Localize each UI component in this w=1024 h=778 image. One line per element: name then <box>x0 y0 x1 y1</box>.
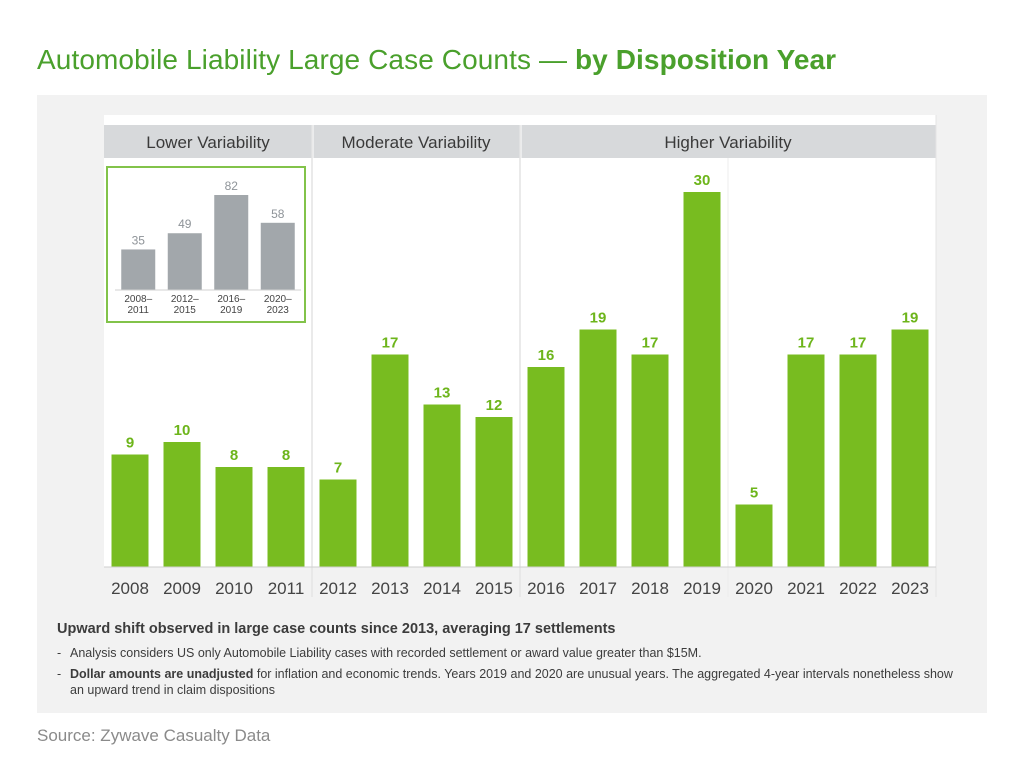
x-tick-label: 2013 <box>371 579 409 598</box>
inset-bar <box>121 249 156 290</box>
bar-value-label: 19 <box>590 310 607 327</box>
inset-bar-value-label: 49 <box>178 217 192 231</box>
x-tick-label: 2012 <box>319 579 357 598</box>
inset-frame <box>106 166 306 323</box>
inset-tick-label: 2012– <box>171 294 199 305</box>
bar-2009 <box>163 442 201 567</box>
bar-2023 <box>891 329 929 567</box>
bar-value-label: 7 <box>334 460 342 477</box>
bar-2015 <box>475 417 513 567</box>
bar-2010 <box>215 467 253 567</box>
inset-bar-value-label: 35 <box>132 233 146 247</box>
bar-value-label: 12 <box>486 397 503 414</box>
bar-value-label: 5 <box>750 485 758 502</box>
bar-2018 <box>631 354 669 567</box>
x-tick-label: 2016 <box>527 579 565 598</box>
source-note: Source: Zywave Casualty Data <box>37 726 271 745</box>
inset-bar <box>214 195 249 290</box>
notes-headline: Upward shift observed in large case coun… <box>57 621 616 637</box>
bar-value-label: 17 <box>382 335 399 352</box>
x-tick-label: 2014 <box>423 579 461 598</box>
bar-value-label: 8 <box>230 447 238 464</box>
group-header-band <box>521 125 936 158</box>
page-title: Automobile Liability Large Case Counts —… <box>37 44 836 76</box>
bar-value-label: 30 <box>694 172 711 189</box>
inset-tick-label: 2019 <box>220 305 243 316</box>
bar-2016 <box>527 367 565 567</box>
x-tick-label: 2020 <box>735 579 773 598</box>
note-bullet-2: - Dollar amounts are unadjusted for infla… <box>57 666 957 698</box>
note-bold: Dollar amounts are unadjusted <box>70 667 254 681</box>
x-tick-label: 2022 <box>839 579 877 598</box>
bar-2011 <box>267 467 305 567</box>
bar-value-label: 10 <box>174 422 191 439</box>
inset-tick-label: 2015 <box>174 305 197 316</box>
inset-tick-label: 2016– <box>217 294 245 305</box>
inset-tick-label: 2020– <box>264 294 292 305</box>
note-bullet-1: - Analysis considers US only Automobile L… <box>57 645 957 661</box>
inset-bar <box>167 233 202 290</box>
title-main: Automobile Liability Large Case Counts — <box>37 44 575 75</box>
x-tick-label: 2019 <box>683 579 721 598</box>
bar-value-label: 9 <box>126 435 134 452</box>
bullet-dash: - <box>57 667 62 681</box>
inset-tick-label: 2008– <box>124 294 152 305</box>
inset-bar-value-label: 82 <box>225 179 239 193</box>
group-header-label: Moderate Variability <box>342 133 491 152</box>
bar-value-label: 17 <box>642 335 659 352</box>
bar-value-label: 19 <box>902 310 919 327</box>
group-header-band <box>104 125 312 158</box>
bullet-dash: - <box>57 646 62 660</box>
group-header-band <box>313 125 520 158</box>
title-emphasis: by Disposition Year <box>574 44 837 75</box>
bar-value-label: 17 <box>850 335 867 352</box>
bar-2022 <box>839 354 877 567</box>
x-tick-label: 2011 <box>268 579 305 598</box>
group-header-label: Lower Variability <box>146 133 270 152</box>
x-tick-label: 2015 <box>475 579 513 598</box>
bar-value-label: 8 <box>282 447 290 464</box>
bar-2013 <box>371 354 409 567</box>
bar-2014 <box>423 404 461 567</box>
bar-value-label: 17 <box>798 335 815 352</box>
x-tick-label: 2018 <box>631 579 669 598</box>
bar-2017 <box>579 329 617 567</box>
x-tick-label: 2021 <box>787 579 825 598</box>
chart: Lower Variability Moderate Variability Hig… <box>104 115 937 598</box>
bar-2021 <box>787 354 825 567</box>
x-tick-label: 2010 <box>215 579 253 598</box>
bar-2008 <box>111 454 149 567</box>
x-tick-label: 2017 <box>579 579 617 598</box>
bar-2012 <box>319 479 357 567</box>
x-tick-label: 2023 <box>891 579 929 598</box>
chart-notes: Upward shift observed in large case coun… <box>57 621 957 703</box>
inset-bar <box>260 222 295 290</box>
group-header-label: Higher Variability <box>664 133 792 152</box>
note-text: for inflation and economic trends. Years… <box>70 667 953 697</box>
note-text: Analysis considers US only Automobile Li… <box>70 646 702 660</box>
inset-bar-value-label: 58 <box>271 207 285 221</box>
bar-2020 <box>735 504 773 567</box>
bar-2019 <box>683 192 721 567</box>
bar-value-label: 16 <box>538 347 555 364</box>
inset-tick-label: 2023 <box>267 305 290 316</box>
inset-tick-label: 2011 <box>127 305 149 316</box>
x-tick-label: 2009 <box>163 579 201 598</box>
bar-value-label: 13 <box>434 385 451 402</box>
x-tick-label: 2008 <box>111 579 149 598</box>
chart-panel: Lower Variability Moderate Variability Hig… <box>37 95 987 713</box>
